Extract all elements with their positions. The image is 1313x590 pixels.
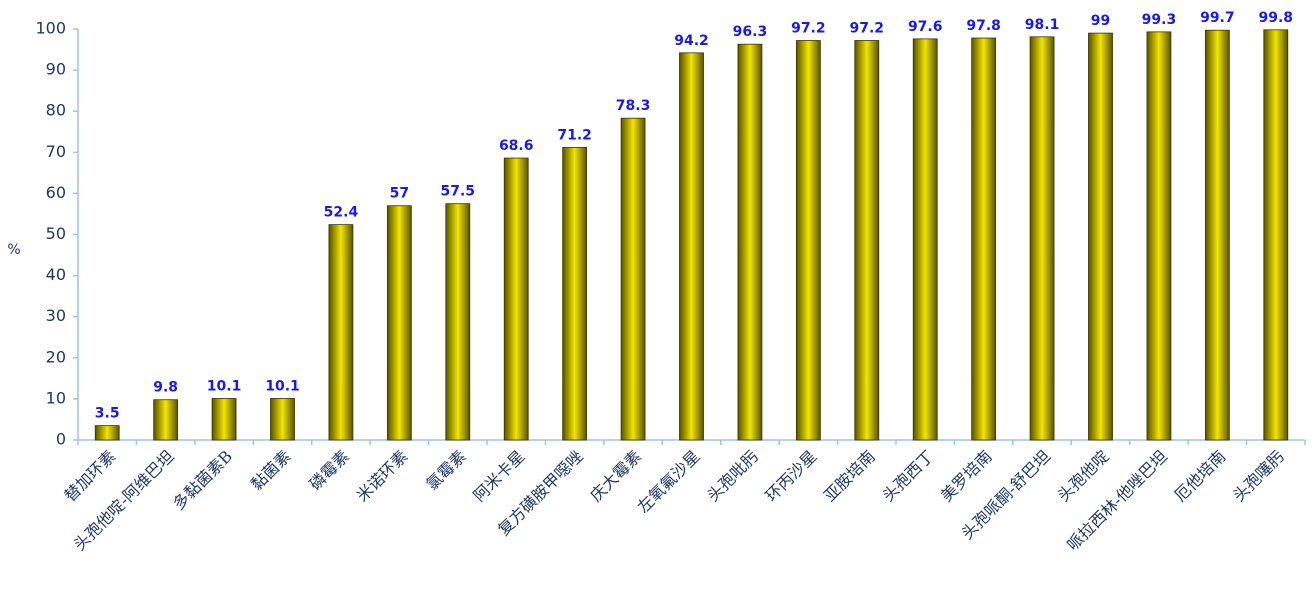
- x-tick-label: 头孢噻肟: [1229, 447, 1288, 506]
- x-tick-label: 环丙沙星: [762, 447, 821, 506]
- bar: [94, 425, 120, 441]
- y-tick-label: 80: [46, 101, 66, 120]
- value-label: 10.1: [265, 378, 300, 394]
- y-tick-label: 70: [46, 142, 66, 161]
- bar: [854, 40, 880, 441]
- value-label: 78.3: [616, 98, 651, 114]
- x-tick-label: 亚胺培南: [820, 447, 879, 506]
- value-label: 97.6: [908, 19, 943, 35]
- bar: [679, 52, 704, 441]
- value-label: 9.8: [153, 380, 178, 396]
- y-tick-label: 0: [56, 430, 66, 449]
- x-tick-label: 左氧氟沙星: [633, 447, 703, 517]
- value-label: 97.2: [791, 21, 826, 37]
- bar: [1029, 36, 1055, 441]
- x-tick-label: 头孢吡肟: [703, 447, 762, 506]
- x-tick-label: 哌拉西林-他唑巴坦: [1063, 447, 1171, 555]
- value-label: 98.1: [1025, 17, 1060, 33]
- bar: [1088, 32, 1113, 441]
- value-label: 99.3: [1142, 12, 1177, 28]
- value-label: 99: [1091, 13, 1110, 29]
- x-tick-label: 厄他培南: [1171, 447, 1230, 506]
- y-tick-label: 60: [46, 183, 66, 202]
- y-tick-label: 30: [46, 306, 66, 325]
- value-label: 97.8: [966, 18, 1001, 34]
- bar: [912, 38, 938, 441]
- bar: [153, 399, 179, 441]
- bar: [737, 43, 763, 441]
- x-tick-label: 磷霉素: [306, 447, 353, 494]
- x-tick-label: 庆大霉素: [586, 447, 645, 506]
- y-tick-label: 40: [46, 265, 66, 284]
- x-tick-label: 多黏菌素B: [169, 447, 236, 514]
- value-label: 68.6: [499, 138, 534, 154]
- bar: [1263, 29, 1289, 441]
- bar: [795, 40, 821, 441]
- bar: [503, 157, 529, 441]
- x-tick-label: 替加环素: [61, 447, 120, 506]
- value-label: 99.8: [1259, 10, 1294, 26]
- x-tick-label: 头孢西丁: [879, 447, 938, 506]
- value-label: 10.1: [207, 378, 242, 394]
- x-tick-label: 头孢他啶-阿维巴坦: [70, 447, 178, 555]
- bar: [1204, 29, 1230, 441]
- x-tick-label: 阿米卡星: [470, 447, 529, 506]
- bar: [270, 398, 295, 441]
- bar: [211, 398, 237, 441]
- bar: [1146, 31, 1172, 441]
- y-tick-label: 100: [35, 19, 66, 38]
- value-label: 97.2: [850, 21, 885, 37]
- x-tick-label: 黏菌素: [247, 447, 294, 494]
- y-axis-label: %: [7, 242, 20, 258]
- x-tick-label: 氯霉素: [422, 447, 469, 494]
- bar: [971, 37, 997, 441]
- value-label: 52.4: [324, 205, 359, 221]
- bar: [562, 146, 588, 441]
- bar: [386, 205, 412, 441]
- value-label: 96.3: [733, 24, 768, 40]
- y-tick-label: 50: [46, 224, 66, 243]
- y-tick-label: 90: [46, 60, 66, 79]
- y-tick-label: 10: [46, 388, 66, 407]
- value-label: 71.2: [557, 127, 592, 143]
- x-tick-label: 头孢他啶: [1054, 447, 1113, 506]
- x-tick-label: 美罗培南: [937, 447, 996, 506]
- bar: [328, 224, 354, 441]
- value-label: 94.2: [674, 33, 709, 49]
- value-label: 57: [390, 186, 409, 202]
- value-label: 99.7: [1200, 10, 1235, 26]
- bar: [620, 117, 646, 441]
- y-tick-label: 20: [46, 347, 66, 366]
- bar: [445, 203, 471, 441]
- value-label: 57.5: [441, 184, 476, 200]
- value-label: 3.5: [95, 406, 120, 422]
- x-tick-label: 米诺环素: [353, 447, 412, 506]
